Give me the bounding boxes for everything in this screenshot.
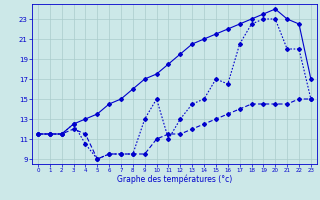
X-axis label: Graphe des températures (°c): Graphe des températures (°c) xyxy=(117,175,232,184)
